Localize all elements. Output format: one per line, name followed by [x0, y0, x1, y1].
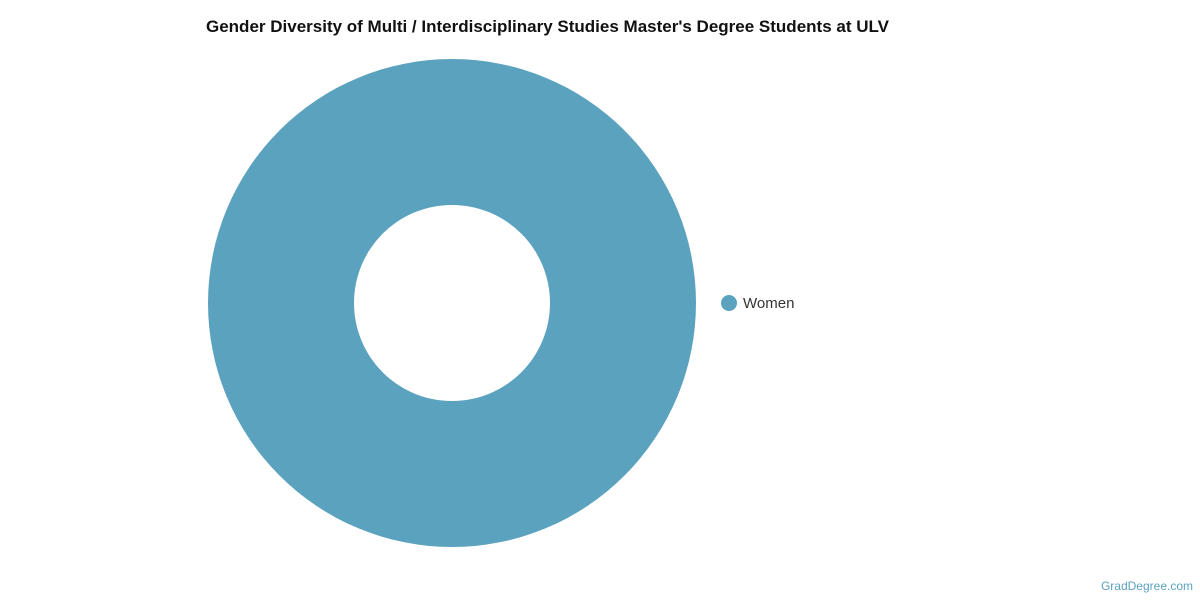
credit-link[interactable]: GradDegree.com — [1100, 579, 1193, 593]
legend-label[interactable]: Women — [743, 295, 794, 312]
chart-title: Gender Diversity of Multi / Interdiscipl… — [206, 17, 889, 36]
legend-marker[interactable] — [721, 295, 737, 311]
donut-slice-women[interactable] — [208, 59, 696, 547]
